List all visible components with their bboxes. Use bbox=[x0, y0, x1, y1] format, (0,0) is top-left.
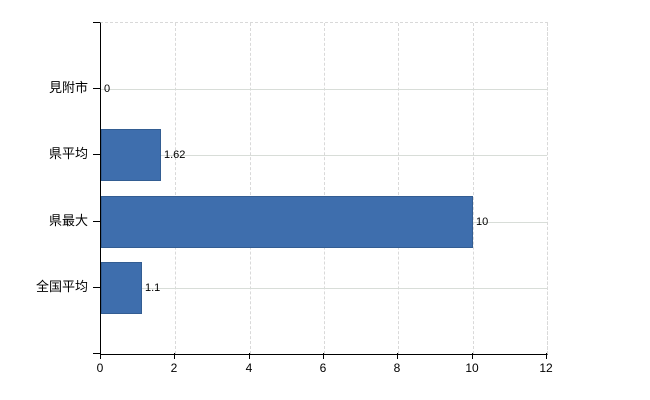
x-tick-label: 6 bbox=[319, 361, 327, 375]
category-label: 県平均 bbox=[48, 146, 88, 161]
y-axis-tick bbox=[93, 154, 100, 155]
gridline-horizontal bbox=[101, 89, 547, 90]
bar-value-label: 1.62 bbox=[164, 149, 186, 161]
x-axis-tick bbox=[397, 353, 398, 359]
x-axis-tick bbox=[472, 353, 473, 359]
x-tick-label: 4 bbox=[245, 361, 253, 375]
y-axis-tick bbox=[93, 287, 100, 288]
category-label: 全国平均 bbox=[35, 279, 88, 294]
category-label: 県最大 bbox=[48, 213, 88, 228]
x-tick-label: 12 bbox=[539, 361, 553, 375]
x-tick-label: 8 bbox=[393, 361, 401, 375]
category-label: 見附市 bbox=[48, 80, 88, 95]
x-axis-tick bbox=[100, 353, 101, 359]
gridline-vertical bbox=[324, 23, 325, 354]
bar-value-label: 0 bbox=[104, 83, 111, 95]
x-tick-label: 2 bbox=[170, 361, 178, 375]
gridline-vertical bbox=[250, 23, 251, 354]
x-tick-label: 0 bbox=[96, 361, 104, 375]
bar bbox=[101, 196, 473, 248]
x-axis-tick bbox=[546, 353, 547, 359]
y-axis-tick bbox=[93, 353, 100, 354]
y-axis-tick bbox=[93, 88, 100, 89]
plot-area: 0 1.62 10 1.1 bbox=[100, 22, 548, 355]
y-axis-tick bbox=[93, 221, 100, 222]
gridline-vertical bbox=[175, 23, 176, 354]
gridline-horizontal bbox=[101, 288, 547, 289]
gridline-vertical bbox=[473, 23, 474, 354]
gridline-vertical bbox=[547, 23, 548, 354]
y-axis-tick bbox=[93, 22, 100, 23]
x-axis-tick bbox=[249, 353, 250, 359]
gridline-horizontal bbox=[101, 155, 547, 156]
bar-value-label: 1.1 bbox=[145, 282, 161, 294]
gridline-vertical bbox=[398, 23, 399, 354]
x-axis-tick bbox=[174, 353, 175, 359]
x-tick-label: 10 bbox=[465, 361, 479, 375]
bar bbox=[101, 129, 161, 181]
bar-value-label: 10 bbox=[476, 216, 489, 228]
x-axis-tick bbox=[323, 353, 324, 359]
bar bbox=[101, 262, 142, 314]
